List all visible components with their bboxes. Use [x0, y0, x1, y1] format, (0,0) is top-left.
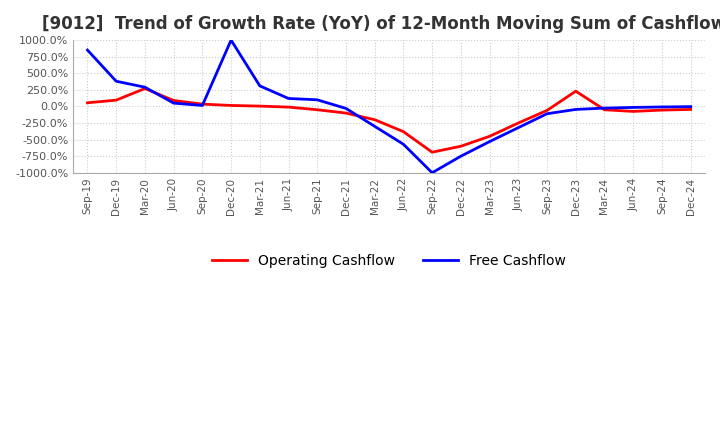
Operating Cashflow	[572, 88, 580, 94]
Operating Cashflow	[428, 150, 436, 155]
Free Cashflow	[342, 106, 351, 111]
Operating Cashflow	[543, 108, 552, 113]
Free Cashflow	[657, 104, 666, 110]
Operating Cashflow	[485, 134, 494, 139]
Operating Cashflow	[169, 98, 178, 103]
Line: Free Cashflow: Free Cashflow	[87, 40, 690, 173]
Free Cashflow	[227, 37, 235, 43]
Free Cashflow	[485, 139, 494, 144]
Free Cashflow	[169, 100, 178, 106]
Operating Cashflow	[112, 98, 120, 103]
Operating Cashflow	[514, 121, 523, 126]
Operating Cashflow	[456, 143, 465, 149]
Title: [9012]  Trend of Growth Rate (YoY) of 12-Month Moving Sum of Cashflows: [9012] Trend of Growth Rate (YoY) of 12-…	[42, 15, 720, 33]
Operating Cashflow	[83, 100, 91, 106]
Free Cashflow	[686, 104, 695, 109]
Free Cashflow	[399, 142, 408, 147]
Operating Cashflow	[140, 86, 149, 91]
Operating Cashflow	[227, 103, 235, 108]
Free Cashflow	[140, 84, 149, 90]
Free Cashflow	[284, 96, 293, 101]
Operating Cashflow	[686, 107, 695, 112]
Free Cashflow	[543, 111, 552, 116]
Free Cashflow	[456, 154, 465, 159]
Free Cashflow	[629, 105, 637, 110]
Operating Cashflow	[657, 107, 666, 113]
Operating Cashflow	[256, 103, 264, 109]
Operating Cashflow	[600, 107, 609, 112]
Operating Cashflow	[198, 102, 207, 107]
Free Cashflow	[112, 79, 120, 84]
Free Cashflow	[370, 124, 379, 129]
Free Cashflow	[83, 48, 91, 53]
Free Cashflow	[600, 106, 609, 111]
Operating Cashflow	[342, 110, 351, 116]
Free Cashflow	[514, 125, 523, 130]
Free Cashflow	[313, 97, 322, 103]
Free Cashflow	[256, 83, 264, 88]
Legend: Operating Cashflow, Free Cashflow: Operating Cashflow, Free Cashflow	[207, 249, 571, 274]
Operating Cashflow	[284, 104, 293, 110]
Free Cashflow	[198, 103, 207, 108]
Operating Cashflow	[629, 109, 637, 114]
Operating Cashflow	[399, 129, 408, 134]
Line: Operating Cashflow: Operating Cashflow	[87, 88, 690, 152]
Free Cashflow	[428, 170, 436, 176]
Free Cashflow	[572, 107, 580, 112]
Operating Cashflow	[370, 117, 379, 122]
Operating Cashflow	[313, 107, 322, 112]
